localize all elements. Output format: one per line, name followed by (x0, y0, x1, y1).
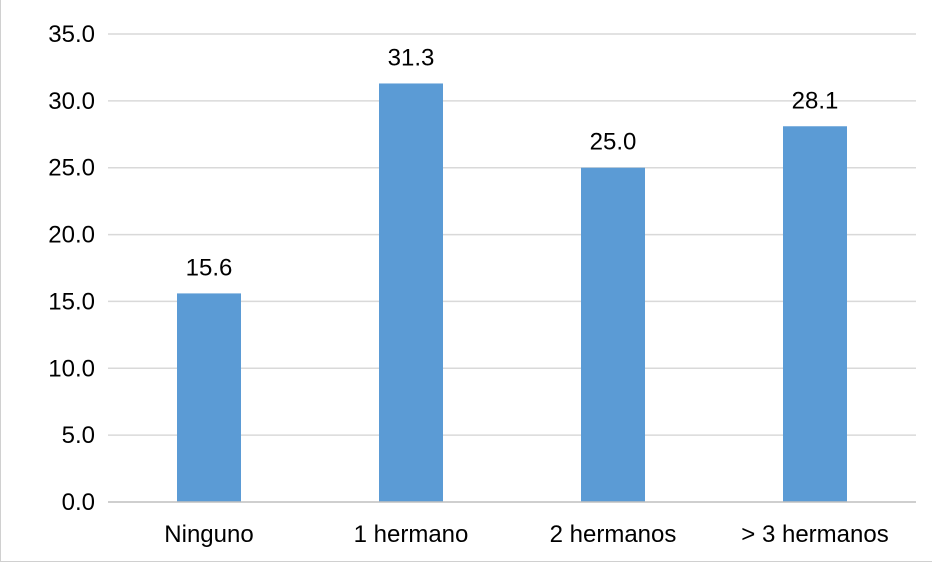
y-tick-label: 30.0 (48, 88, 95, 115)
data-label: 28.1 (792, 87, 839, 114)
y-tick-label: 0.0 (62, 489, 95, 516)
x-tick-label: 1 hermano (354, 521, 469, 548)
y-tick-label: 25.0 (48, 155, 95, 182)
bar (581, 167, 645, 502)
y-tick-label: 20.0 (48, 222, 95, 249)
x-tick-label: Ninguno (164, 521, 253, 548)
y-tick-label: 5.0 (62, 422, 95, 449)
bars (177, 83, 847, 503)
data-labels: 15.6 31.3 25.0 28.1 (186, 44, 839, 281)
gridlines (108, 33, 916, 436)
data-label: 15.6 (186, 254, 233, 281)
y-axis-tick-labels: 0.0 5.0 10.0 15.0 20.0 25.0 30.0 35.0 (48, 21, 95, 516)
x-tick-label: > 3 hermanos (741, 521, 888, 548)
bar (379, 83, 443, 502)
x-tick-label: 2 hermanos (550, 521, 677, 548)
bar (177, 293, 241, 502)
data-label: 25.0 (590, 129, 637, 156)
y-tick-label: 35.0 (48, 21, 95, 48)
data-label: 31.3 (388, 44, 435, 71)
y-tick-label: 10.0 (48, 355, 95, 382)
x-axis-tick-labels: Ninguno 1 hermano 2 hermanos > 3 hermanos (164, 521, 888, 548)
bar (783, 126, 847, 503)
y-tick-label: 15.0 (48, 288, 95, 315)
